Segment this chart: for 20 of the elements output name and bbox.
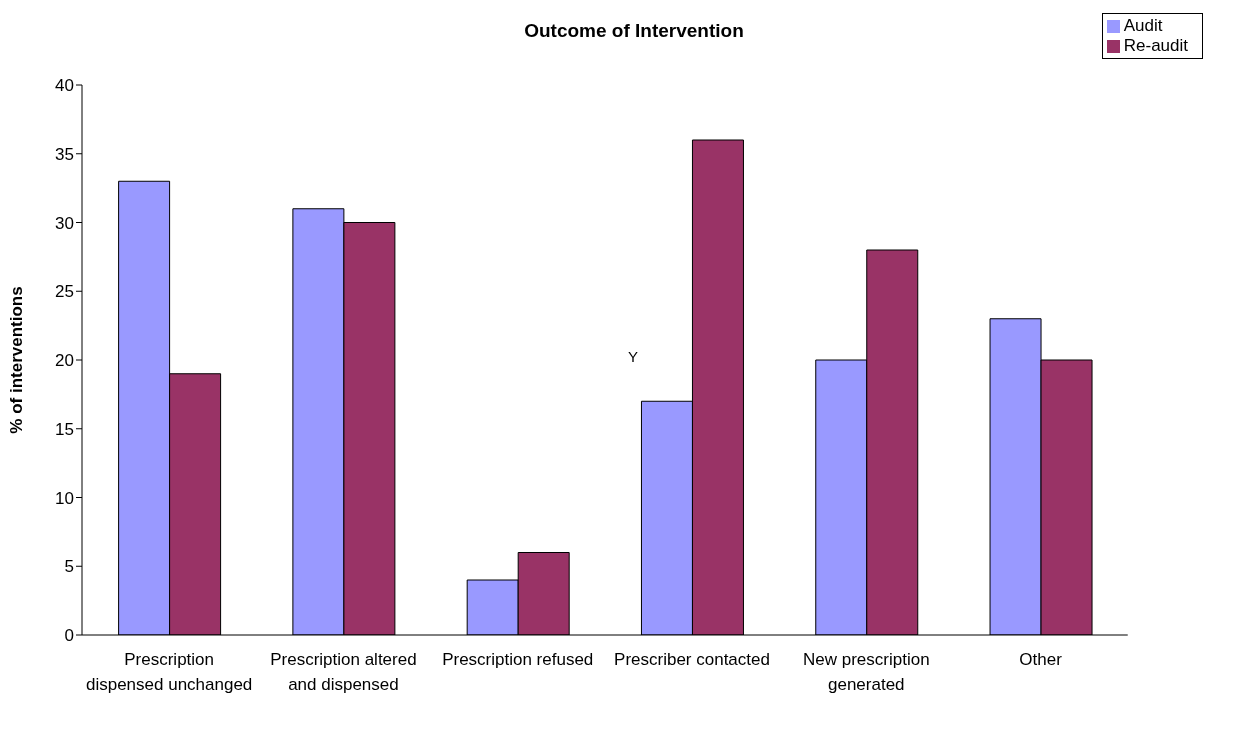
x-tick-label: Other	[1019, 650, 1063, 669]
legend-label: Re-audit	[1123, 36, 1188, 55]
y-tick-label: 30	[55, 213, 74, 233]
x-tick-label: Prescription refused	[442, 650, 594, 669]
y-tick-label: 40	[55, 76, 74, 96]
x-tick-label: New prescription generated	[803, 650, 930, 694]
x-tick-label: Prescriber contacted	[614, 650, 770, 669]
y-axis-title: % of interventions	[7, 286, 27, 434]
y-tick-label: 35	[55, 144, 74, 164]
y-tick-label: 25	[55, 282, 74, 302]
y-tick-label: 10	[55, 488, 74, 508]
y-tick-label: 20	[55, 351, 74, 371]
x-tick-label: Prescription dispensed unchanged	[85, 650, 253, 694]
y-tick-label: 5	[64, 557, 74, 577]
annotation: Y	[628, 348, 639, 365]
legend-label: Audit	[1123, 16, 1163, 35]
chart-title: Outcome of Intervention	[524, 20, 744, 41]
y-tick-label: 0	[64, 626, 74, 646]
x-tick-label: Prescription altered and dispensed	[270, 650, 417, 694]
y-tick-label: 15	[55, 419, 74, 439]
